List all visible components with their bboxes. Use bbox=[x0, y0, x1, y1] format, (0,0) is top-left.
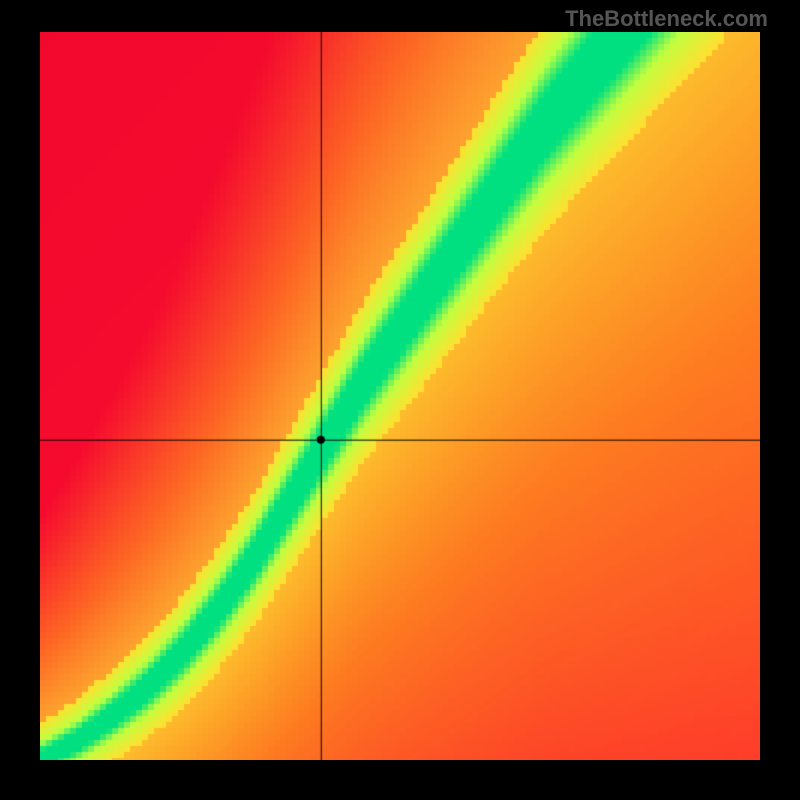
heatmap-plot bbox=[40, 32, 760, 760]
watermark-label: TheBottleneck.com bbox=[565, 6, 768, 32]
chart-container: TheBottleneck.com bbox=[0, 0, 800, 800]
